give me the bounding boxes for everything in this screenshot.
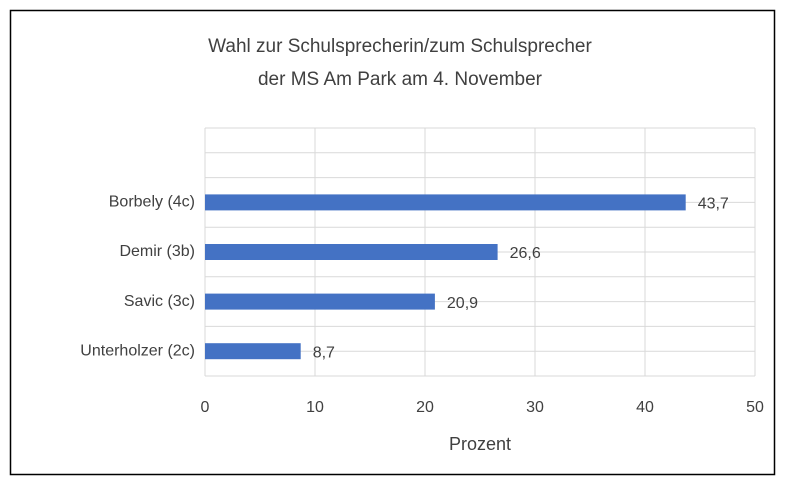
bar — [205, 343, 301, 360]
chart-title: der MS Am Park am 4. November — [258, 69, 543, 90]
y-tick-label: Savic (3c) — [124, 293, 195, 310]
chart-border — [9, 9, 776, 476]
x-tick-label: 40 — [636, 399, 654, 416]
y-tick-label: Unterholzer (2c) — [80, 342, 195, 359]
bar — [205, 194, 686, 211]
data-label: 20,9 — [447, 295, 478, 312]
bar — [205, 293, 435, 310]
x-tick-label: 10 — [306, 399, 324, 416]
data-label: 26,6 — [510, 245, 541, 262]
bar — [205, 244, 498, 260]
data-label: 8,7 — [313, 344, 335, 361]
data-label: 43,7 — [698, 196, 729, 213]
x-axis-label: Prozent — [449, 434, 511, 454]
x-tick-label: 20 — [416, 399, 434, 416]
x-tick-label: 50 — [746, 399, 764, 416]
chart-title: Wahl zur Schulsprecherin/zum Schulsprech… — [208, 36, 592, 57]
y-tick-label: Borbely (4c) — [109, 194, 195, 211]
x-tick-label: 30 — [526, 399, 544, 416]
x-tick-label: 0 — [201, 399, 210, 416]
y-tick-label: Demir (3b) — [119, 243, 195, 260]
